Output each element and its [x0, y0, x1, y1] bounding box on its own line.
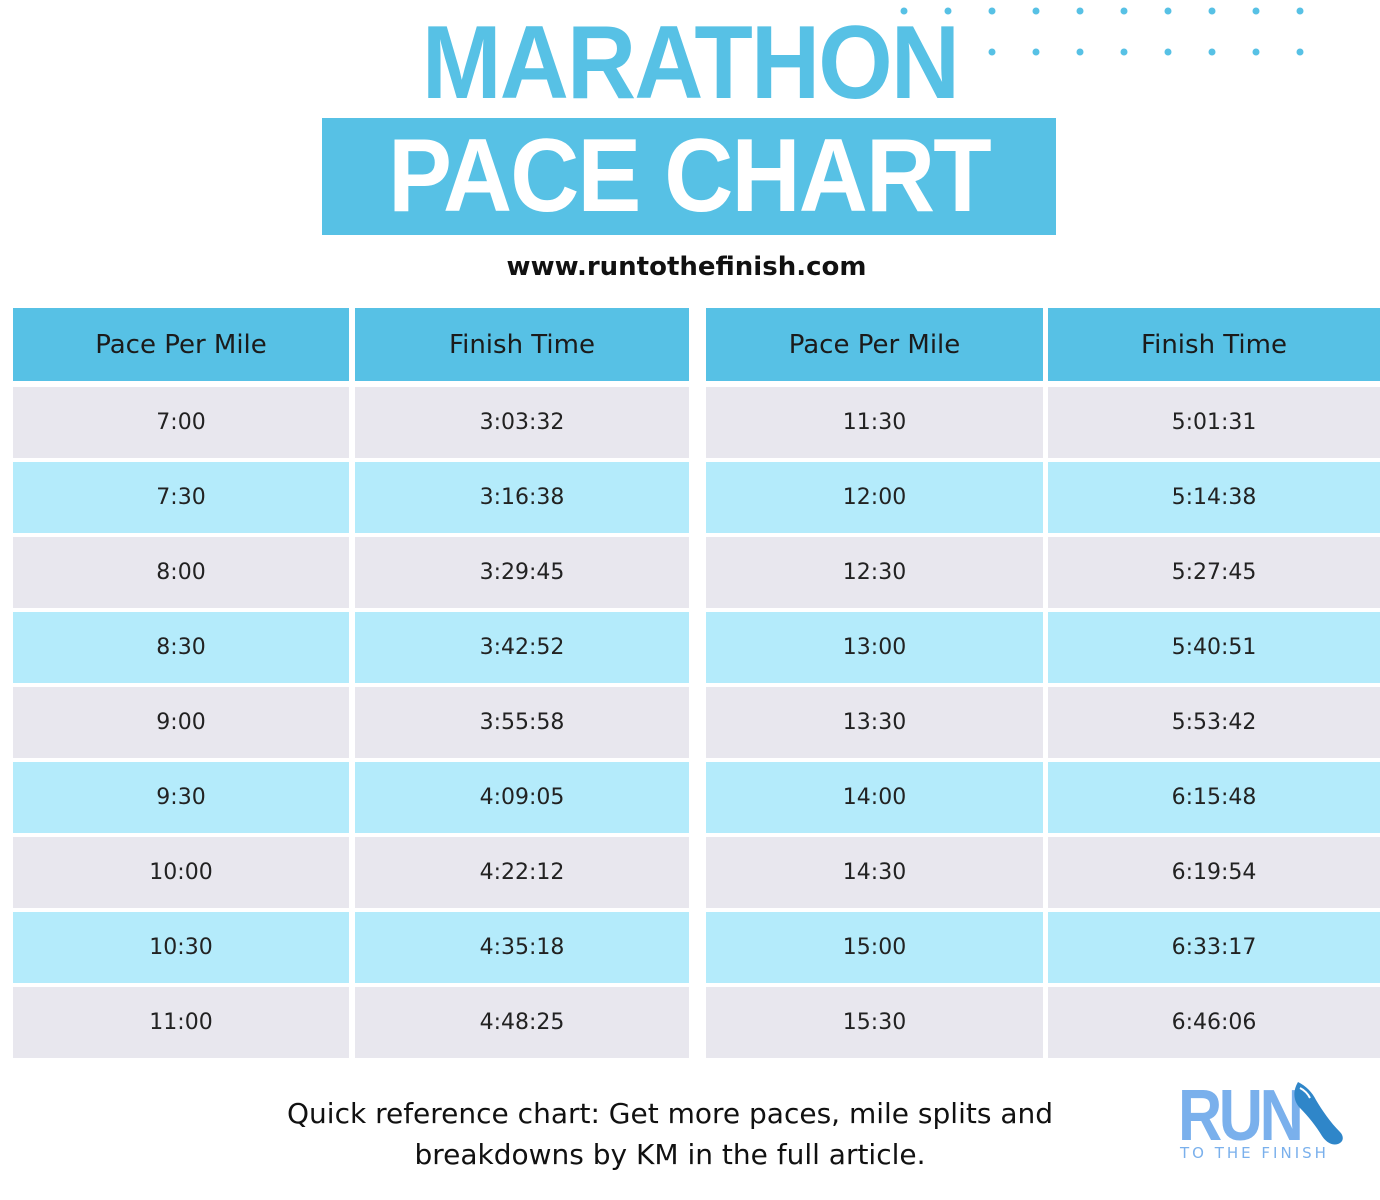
pace-cell: 9:00: [13, 687, 349, 758]
table-row: 7:30 3:16:38: [13, 462, 689, 533]
website-url: www.runtothefinish.com: [506, 252, 867, 282]
pace-cell: 8:30: [13, 612, 349, 683]
header-pace-per-mile: Pace Per Mile: [13, 308, 349, 381]
table-row: 13:00 5:40:51: [706, 612, 1380, 683]
table-row: 15:00 6:33:17: [706, 912, 1380, 983]
finish-time-cell: 3:16:38: [355, 462, 689, 533]
table-row: 9:30 4:09:05: [13, 762, 689, 833]
table-row: 10:00 4:22:12: [13, 837, 689, 908]
table-row: 13:30 5:53:42: [706, 687, 1380, 758]
footer-line-2: breakdowns by KM in the full article.: [414, 1138, 926, 1171]
pace-cell: 7:30: [13, 462, 349, 533]
finish-time-cell: 6:33:17: [1048, 912, 1380, 983]
header-finish-time: Finish Time: [1048, 308, 1380, 381]
table-row: 9:00 3:55:58: [13, 687, 689, 758]
table-row: 11:00 4:48:25: [13, 987, 689, 1058]
pace-cell: 11:00: [13, 987, 349, 1058]
finish-time-cell: 3:03:32: [355, 387, 689, 458]
table-row: 10:30 4:35:18: [13, 912, 689, 983]
pace-cell: 10:00: [13, 837, 349, 908]
table-row: 11:30 5:01:31: [706, 387, 1380, 458]
pace-cell: 15:30: [706, 987, 1043, 1058]
running-shoe-icon: [1294, 1082, 1343, 1145]
pace-table-left: Pace Per Mile Finish Time 7:00 3:03:32 7…: [13, 308, 689, 1062]
table-row: 14:30 6:19:54: [706, 837, 1380, 908]
header-pace-per-mile: Pace Per Mile: [706, 308, 1043, 381]
finish-time-cell: 5:27:45: [1048, 537, 1380, 608]
title-pace-chart: PACE CHART: [388, 118, 992, 234]
pace-cell: 10:30: [13, 912, 349, 983]
finish-time-cell: 3:55:58: [355, 687, 689, 758]
finish-time-cell: 3:29:45: [355, 537, 689, 608]
table-row: 12:00 5:14:38: [706, 462, 1380, 533]
table-header-row: Pace Per Mile Finish Time: [13, 308, 689, 381]
logo-subtitle: TO THE FINISH: [1180, 1144, 1329, 1162]
finish-time-cell: 5:14:38: [1048, 462, 1380, 533]
table-row: 7:00 3:03:32: [13, 387, 689, 458]
table-row: 15:30 6:46:06: [706, 987, 1380, 1058]
finish-time-cell: 6:46:06: [1048, 987, 1380, 1058]
pace-table-right: Pace Per Mile Finish Time 11:30 5:01:31 …: [706, 308, 1380, 1062]
pace-cell: 12:30: [706, 537, 1043, 608]
pace-cell: 8:00: [13, 537, 349, 608]
finish-time-cell: 4:48:25: [355, 987, 689, 1058]
pace-cell: 9:30: [13, 762, 349, 833]
footer-note: Quick reference chart: Get more paces, m…: [280, 1093, 1060, 1175]
finish-time-cell: 3:42:52: [355, 612, 689, 683]
finish-time-cell: 6:19:54: [1048, 837, 1380, 908]
pace-cell: 7:00: [13, 387, 349, 458]
pace-cell: 11:30: [706, 387, 1043, 458]
finish-time-cell: 5:53:42: [1048, 687, 1380, 758]
footer-line-1: Quick reference chart: Get more paces, m…: [287, 1097, 1053, 1130]
pace-cell: 15:00: [706, 912, 1043, 983]
table-row: 8:00 3:29:45: [13, 537, 689, 608]
table-row: 12:30 5:27:45: [706, 537, 1380, 608]
decorative-dots: [900, 7, 1304, 56]
pace-cell: 14:30: [706, 837, 1043, 908]
pace-cell: 13:30: [706, 687, 1043, 758]
pace-cell: 14:00: [706, 762, 1043, 833]
table-row: 14:00 6:15:48: [706, 762, 1380, 833]
logo-run-text: RUN: [1178, 1076, 1304, 1156]
finish-time-cell: 5:40:51: [1048, 612, 1380, 683]
finish-time-cell: 4:09:05: [355, 762, 689, 833]
title-band: PACE CHART: [322, 118, 1056, 235]
finish-time-cell: 6:15:48: [1048, 762, 1380, 833]
finish-time-cell: 4:22:12: [355, 837, 689, 908]
finish-time-cell: 4:35:18: [355, 912, 689, 983]
finish-time-cell: 5:01:31: [1048, 387, 1380, 458]
pace-cell: 12:00: [706, 462, 1043, 533]
pace-cell: 13:00: [706, 612, 1043, 683]
title-marathon: MARATHON: [421, 5, 960, 121]
header-finish-time: Finish Time: [355, 308, 689, 381]
run-to-the-finish-logo: RUN TO THE FINISH: [1178, 1080, 1348, 1164]
table-header-row: Pace Per Mile Finish Time: [706, 308, 1380, 381]
table-row: 8:30 3:42:52: [13, 612, 689, 683]
